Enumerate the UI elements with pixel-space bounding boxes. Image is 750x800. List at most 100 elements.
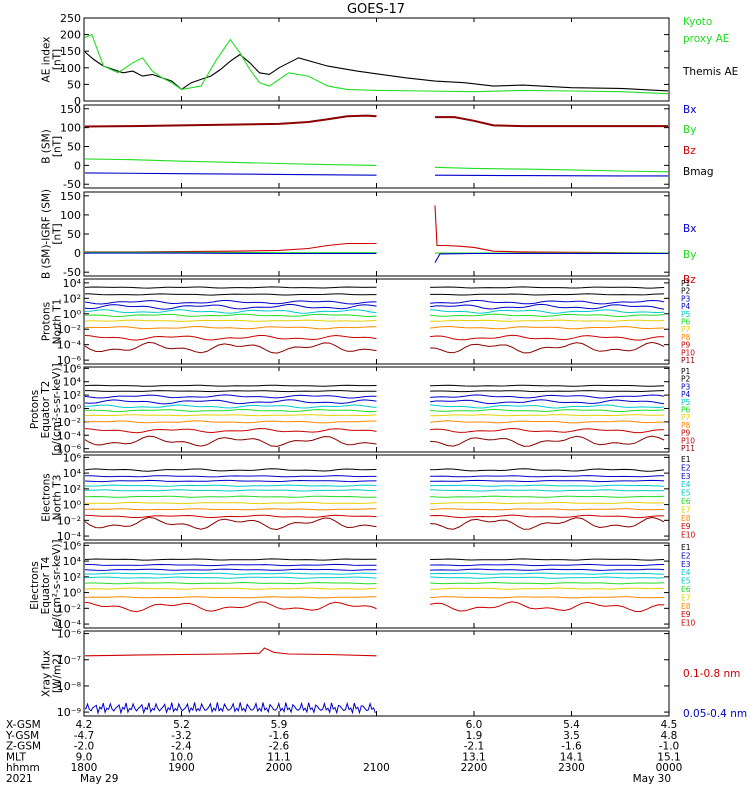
- electrons_t3-level-line: [85, 484, 377, 487]
- xray-ytick-label: 10⁻⁶: [57, 628, 82, 641]
- ephemeris-row-label: MLT: [6, 751, 26, 763]
- protons_t1-ytick-label: 10⁴: [63, 277, 82, 290]
- electrons_t4-level-line: [85, 601, 377, 613]
- electrons_t3-legend-entry: E3: [681, 472, 691, 481]
- protons_t1-level-line: [85, 293, 377, 296]
- protons_t1-level-line: [85, 313, 377, 318]
- electrons_t4-ytick-label: 10⁴: [63, 555, 82, 568]
- ephemeris-value: -1.6: [269, 730, 290, 742]
- protons_t2-ytick-label: 10²: [63, 389, 81, 402]
- protons_t1-level-line: [85, 325, 377, 330]
- xray-ylabel: Xray flux: [41, 650, 53, 697]
- protons_t2-level-line: [85, 427, 377, 434]
- ae-ytick-label: 200: [60, 29, 81, 42]
- ephemeris-value: -3.2: [171, 730, 192, 742]
- electrons_t4-ylabel: Electrons: [29, 561, 41, 610]
- xray-ylabel: [W/m2]: [52, 654, 64, 693]
- electrons_t3-ytick-label: 10²: [63, 483, 81, 496]
- protons_t2-level-line: [85, 435, 377, 447]
- electrons_t3-ytick-label: 10⁶: [63, 451, 82, 464]
- ae-ytick-label: 250: [60, 12, 81, 25]
- electrons_t4-ytick-label: 10⁶: [63, 539, 82, 552]
- protons_t2-legend-entry: P11: [681, 444, 695, 453]
- ae-legend-entry: Kyoto: [683, 16, 712, 28]
- ephemeris-value: 5.2: [173, 719, 190, 731]
- b_igrf-series-line: [434, 252, 668, 263]
- ephemeris-value: -2.6: [269, 741, 290, 753]
- protons_t2-legend-entry: P4: [681, 390, 691, 399]
- protons_t1-legend-entry: P7: [681, 325, 691, 334]
- b_igrf-frame: [83, 191, 670, 277]
- electrons_t3-legend-entry: E2: [681, 463, 691, 472]
- ephemeris-row-label: 2021: [6, 773, 33, 785]
- xray-legend-entry: 0.1-0.8 nm: [683, 668, 740, 680]
- electrons_t4-level-line: [85, 576, 377, 579]
- protons_t1-level-line: [85, 319, 377, 322]
- electrons_t3-level-line: [85, 489, 377, 492]
- electrons_t4-ytick-label: 10²: [63, 571, 81, 584]
- ephemeris-value: 5.4: [563, 719, 580, 731]
- electrons_t3-level-line: [430, 495, 665, 498]
- protons_t1-level-line: [430, 319, 665, 322]
- protons_t2-level-line: [85, 404, 377, 409]
- ephemeris-value: 4.8: [661, 730, 678, 742]
- protons_t2-level-line: [430, 420, 665, 424]
- b_igrf-ytick-label: 50: [67, 228, 81, 241]
- ephemeris-value: 4.5: [661, 719, 678, 731]
- electrons_t3-ytick-label: 10⁴: [63, 467, 82, 480]
- protons_t1-level-line: [85, 303, 377, 310]
- b_sm-legend-entry: Bmag: [683, 166, 714, 178]
- ae-frame: [83, 17, 670, 102]
- protons_t2-ytick-label: 10⁻⁶: [57, 443, 82, 456]
- ephemeris-value: 14.1: [560, 751, 583, 763]
- electrons_t4-legend-entry: E4: [681, 568, 691, 577]
- ephemeris-value: May 30: [633, 773, 671, 785]
- protons_t1-level-line: [430, 325, 665, 330]
- protons_t1-legend-entry: P3: [681, 294, 691, 303]
- protons_t2-level-line: [430, 414, 665, 417]
- protons_t2-legend-entry: P6: [681, 406, 691, 415]
- ephemeris-value: 6.0: [466, 719, 483, 731]
- figure-title: GOES-17: [347, 2, 405, 17]
- electrons_t4-level-line: [430, 572, 665, 575]
- electrons_t4-level-line: [430, 558, 665, 561]
- electrons_t3-legend-entry: E5: [681, 489, 691, 498]
- electrons_t4-legend-entry: E5: [681, 577, 691, 586]
- ephemeris-value: 13.1: [462, 751, 485, 763]
- electrons_t3-level-line: [85, 514, 377, 519]
- protons_t1-legend-entry: P6: [681, 318, 691, 327]
- protons_t2-legend-entry: P3: [681, 382, 691, 391]
- electrons_t3-legend-entry: E4: [681, 480, 691, 489]
- ephemeris-value: 3.5: [563, 730, 580, 742]
- protons_t2-ylabel: Protons: [29, 390, 41, 429]
- b_igrf-ytick-label: 0: [74, 247, 81, 260]
- protons_t2-legend-entry: P10: [681, 436, 695, 445]
- electrons_t3-level-line: [430, 489, 665, 492]
- electrons_t3-ylabel: Electrons: [41, 473, 53, 522]
- b_igrf-ylabel: B (SM)-IGRF (SM): [41, 189, 53, 279]
- xray-ytick-label: 10⁻⁹: [57, 706, 81, 719]
- ephemeris-row-label: Z-GSM: [6, 741, 41, 753]
- protons_t1-level-line: [430, 299, 665, 305]
- protons_t2-legend-entry: P2: [681, 375, 691, 384]
- electrons_t4-level-line: [85, 563, 377, 567]
- electrons_t4-level-line: [85, 568, 377, 571]
- protons_t2-level-line: [430, 384, 665, 387]
- b_sm-ytick-label: 150: [60, 103, 81, 116]
- ephemeris-value: 2200: [461, 762, 488, 774]
- electrons_t4-level-line: [430, 568, 665, 571]
- electrons_t3-legend-entry: E8: [681, 514, 691, 523]
- electrons_t3-ytick-label: 10⁻²: [57, 514, 81, 527]
- protons_t1-ytick-label: 10²: [63, 292, 81, 305]
- protons_t2-ytick-label: 10⁰: [63, 402, 82, 415]
- b_sm-series-line: [434, 166, 668, 173]
- electrons_t4-legend-entry: E6: [681, 585, 691, 594]
- electrons_t4-legend-entry: E2: [681, 551, 691, 560]
- electrons_t4-ylabel: [e/(cm²-s-sr-keV)]: [51, 540, 63, 632]
- protons_t1-legend-entry: P11: [681, 356, 695, 365]
- electrons_t3-level-line: [85, 475, 377, 478]
- electrons_t3-level-line: [430, 468, 665, 472]
- protons_t1-legend-entry: P10: [681, 348, 695, 357]
- protons_t1-level-line: [430, 313, 665, 317]
